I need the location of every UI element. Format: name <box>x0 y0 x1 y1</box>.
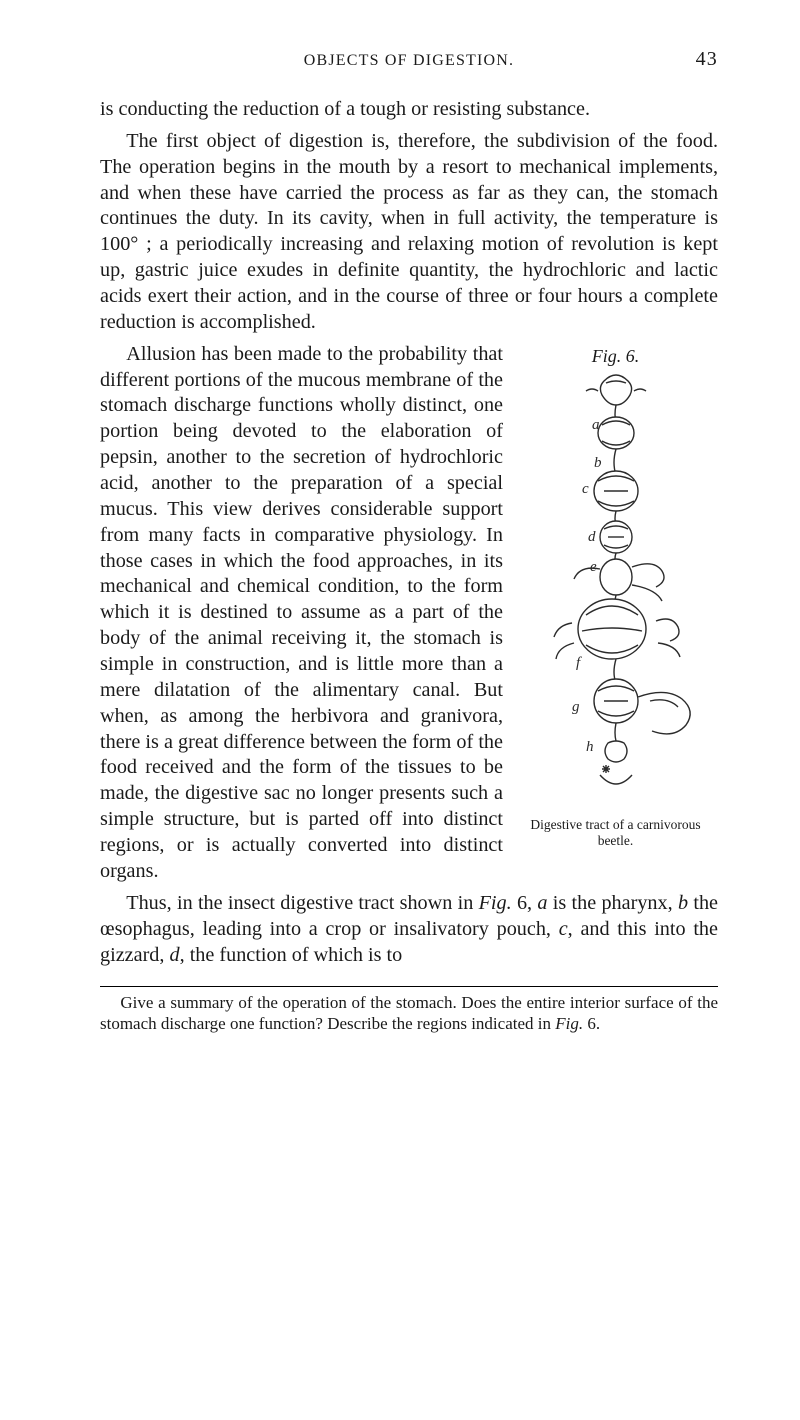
figure-6: Fig. 6. a b <box>513 346 718 849</box>
p4-italic-b: b <box>678 892 688 914</box>
p4-italic-a: a <box>537 892 547 914</box>
footnote: Give a summary of the operation of the s… <box>100 993 718 1034</box>
figure-illustration: a b c d <box>516 371 716 811</box>
p4-italic-d: d <box>170 944 180 966</box>
footnote-rule <box>100 986 718 987</box>
p4-text-j: , the function of which is to <box>180 944 403 966</box>
footnote-fig-ref: Fig. <box>555 1014 583 1033</box>
figure-label-b: b <box>594 455 602 471</box>
p4-fig-ref: Fig. <box>479 892 512 914</box>
figure-label-h: h <box>586 739 594 755</box>
footnote-text-a: Give a summary of the operation of the s… <box>100 993 718 1033</box>
p4-text-d: is the pharynx, <box>547 892 677 914</box>
figure-label-g: g <box>572 699 580 715</box>
footnote-text-b: 6. <box>583 1014 600 1033</box>
figure-label-f: f <box>576 655 582 671</box>
paragraph-4: Thus, in the insect digestive tract show… <box>100 891 718 969</box>
p4-italic-c: c <box>559 918 568 940</box>
paragraph-1: is conducting the reduction of a tough o… <box>100 97 718 123</box>
figure-label-c: c <box>582 481 589 497</box>
figure-caption: Fig. 6. <box>513 346 718 367</box>
figure-label-e: e <box>590 559 597 575</box>
p4-text-a: Thus, in the insect digestive tract show… <box>126 892 478 914</box>
page-number: 43 <box>678 48 718 71</box>
p4-text-b: 6, <box>512 892 538 914</box>
figure-label-a: a <box>592 417 600 433</box>
figure-label-d: d <box>588 529 596 545</box>
paragraph-2: The first object of digestion is, theref… <box>100 129 718 336</box>
running-head: OBJECTS OF DIGESTION. 43 <box>100 48 718 71</box>
running-title: OBJECTS OF DIGESTION. <box>140 52 678 70</box>
figure-footnote: Digestive tract of a carnivorous beetle. <box>513 817 718 849</box>
